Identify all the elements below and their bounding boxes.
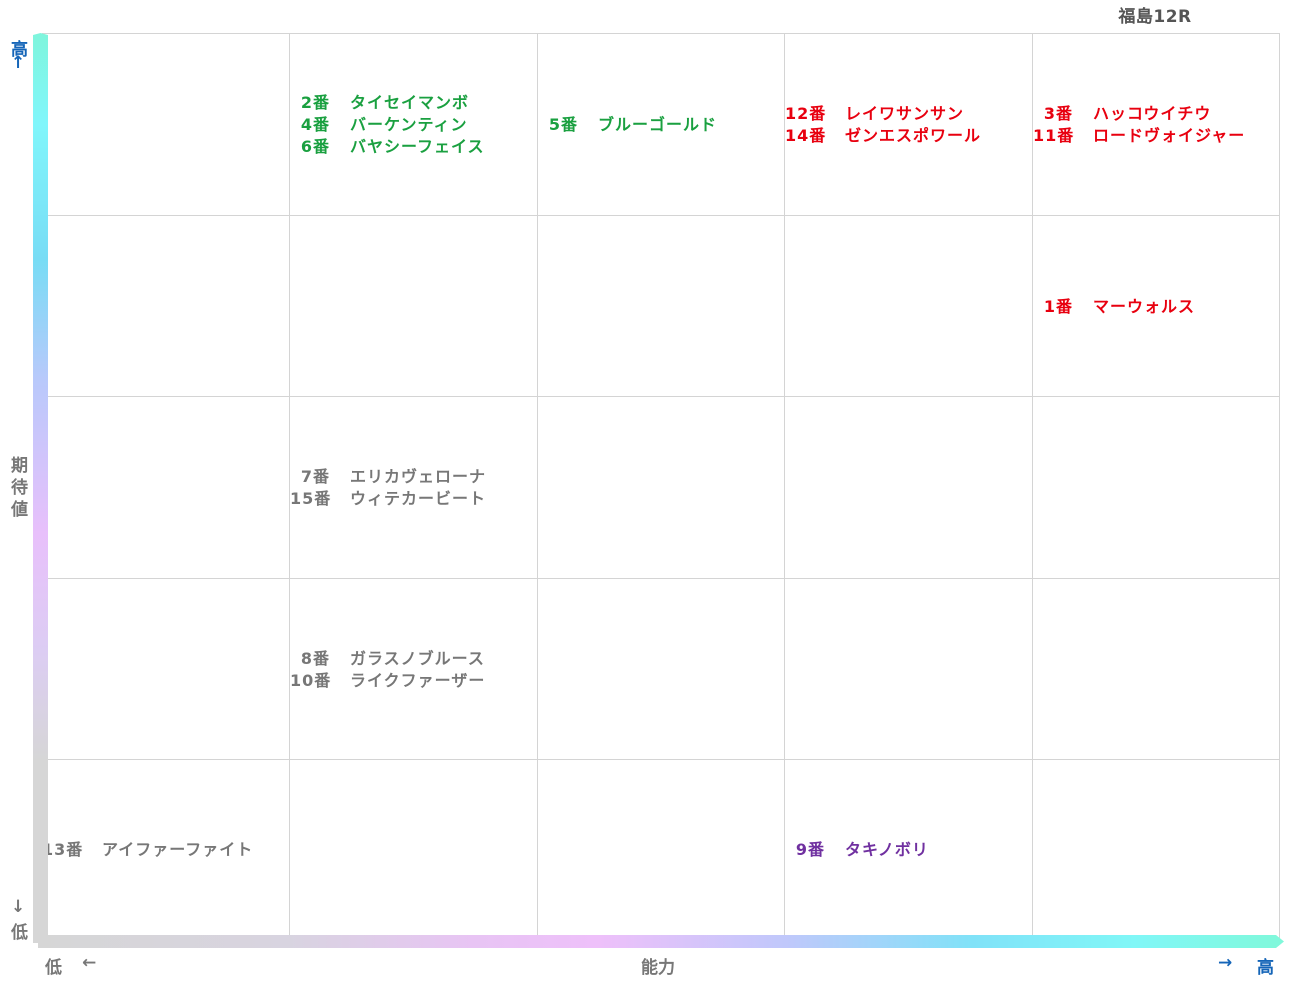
chart-title: 福島12R bbox=[1118, 7, 1192, 27]
cell-r1c3: 5番 ブルーゴールド bbox=[538, 34, 784, 215]
horse-name: レイワサンサン bbox=[845, 103, 965, 123]
y-low-arrow-icon: ↓ bbox=[11, 897, 26, 917]
horse-name: ガラスノブルース bbox=[350, 648, 485, 668]
horse-entry: 6番 バヤシーフェイス bbox=[290, 136, 537, 158]
horse-number: 9番 bbox=[795, 839, 825, 859]
cell-r1c2: 2番 タイセイマンボ 4番 バーケンティン 6番 バヤシーフェイス bbox=[290, 34, 537, 215]
plot-grid: 2番 タイセイマンボ 4番 バーケンティン 6番 バヤシーフェイス 5番 ブルーゴールド… bbox=[42, 33, 1280, 938]
gridline-horizontal bbox=[42, 396, 1279, 397]
horse-number: 1番 bbox=[1043, 296, 1073, 316]
horse-name: マーウォルス bbox=[1093, 296, 1196, 316]
horse-name: ウィテカービート bbox=[350, 488, 487, 508]
horse-number: 14番 bbox=[785, 125, 827, 145]
x-axis-title: 能力 bbox=[641, 958, 675, 978]
horse-name: ブルーゴールド bbox=[598, 114, 718, 134]
horse-name: バーケンティン bbox=[350, 114, 468, 134]
y-high-arrow-icon: ↑ bbox=[11, 53, 26, 73]
horse-number: 12番 bbox=[785, 103, 827, 123]
x-high-label: 高 bbox=[1257, 958, 1274, 978]
y-high-label: 高 bbox=[11, 40, 28, 60]
gridline-vertical bbox=[289, 34, 290, 938]
horse-entry: 15番 ウィテカービート bbox=[290, 488, 537, 510]
x-low-label: 低 bbox=[45, 958, 62, 978]
horse-name: タキノボリ bbox=[845, 839, 929, 859]
horse-number: 7番 bbox=[300, 466, 330, 486]
y-low-label: 低 bbox=[11, 923, 28, 943]
horse-name: タイセイマンボ bbox=[350, 92, 470, 112]
horse-entry: 12番 レイワサンサン bbox=[785, 103, 1032, 125]
horse-number: 6番 bbox=[300, 136, 330, 156]
horse-number: 13番 bbox=[42, 839, 84, 859]
cell-r5c1: 13番 アイファーファイト bbox=[42, 760, 289, 939]
horse-number: 8番 bbox=[300, 648, 330, 668]
gridline-vertical bbox=[784, 34, 785, 938]
horse-entry: 2番 タイセイマンボ bbox=[290, 92, 537, 114]
cell-r3c2: 7番 エリカヴェローナ 15番 ウィテカービート bbox=[290, 397, 537, 578]
cell-r4c2: 8番 ガラスノブルース 10番 ライクファーザー bbox=[290, 579, 537, 760]
horse-entry: 13番 アイファーファイト bbox=[42, 839, 289, 861]
cell-r1c5: 3番 ハッコウイチウ 11番 ロードヴォイジャー bbox=[1033, 34, 1280, 215]
horse-entry: 5番 ブルーゴールド bbox=[538, 114, 784, 136]
horse-number: 3番 bbox=[1043, 103, 1073, 123]
horse-name: ゼンエスポワール bbox=[845, 125, 982, 145]
gridline-horizontal bbox=[42, 759, 1279, 760]
x-axis-arrow bbox=[38, 935, 1284, 948]
horse-name: ロードヴォイジャー bbox=[1093, 125, 1246, 145]
horse-entry: 1番 マーウォルス bbox=[1033, 296, 1280, 318]
horse-number: 11番 bbox=[1033, 125, 1075, 145]
horse-entry: 11番 ロードヴォイジャー bbox=[1033, 125, 1280, 147]
horse-number: 2番 bbox=[300, 92, 330, 112]
gridline-horizontal bbox=[42, 215, 1279, 216]
gridline-vertical bbox=[1032, 34, 1033, 938]
cell-r5c4: 9番 タキノボリ bbox=[785, 760, 1032, 939]
x-low-arrow-icon: ← bbox=[82, 953, 97, 973]
horse-entry: 7番 エリカヴェローナ bbox=[290, 466, 537, 488]
horse-name: アイファーファイト bbox=[102, 839, 254, 859]
horse-number: 5番 bbox=[548, 114, 578, 134]
gridline-vertical bbox=[537, 34, 538, 938]
x-high-arrow-icon: → bbox=[1218, 953, 1233, 973]
horse-entry: 10番 ライクファーザー bbox=[290, 670, 537, 692]
horse-entry: 8番 ガラスノブルース bbox=[290, 648, 537, 670]
horse-name: ライクファーザー bbox=[350, 670, 486, 690]
horse-number: 10番 bbox=[290, 670, 332, 690]
cell-r1c4: 12番 レイワサンサン 14番 ゼンエスポワール bbox=[785, 34, 1032, 215]
horse-entry: 9番 タキノボリ bbox=[785, 839, 1032, 861]
horse-name: ハッコウイチウ bbox=[1093, 103, 1212, 123]
y-axis-arrow bbox=[33, 33, 48, 943]
horse-number: 15番 bbox=[290, 488, 332, 508]
cell-r2c5: 1番 マーウォルス bbox=[1033, 216, 1280, 397]
gridline-horizontal bbox=[42, 578, 1279, 579]
horse-entry: 4番 バーケンティン bbox=[290, 114, 537, 136]
y-axis-title: 期待値 bbox=[11, 456, 28, 520]
horse-entry: 3番 ハッコウイチウ bbox=[1033, 103, 1280, 125]
horse-entry: 14番 ゼンエスポワール bbox=[785, 125, 1032, 147]
horse-number: 4番 bbox=[300, 114, 330, 134]
horse-name: エリカヴェローナ bbox=[350, 466, 487, 486]
horse-name: バヤシーフェイス bbox=[350, 136, 485, 156]
